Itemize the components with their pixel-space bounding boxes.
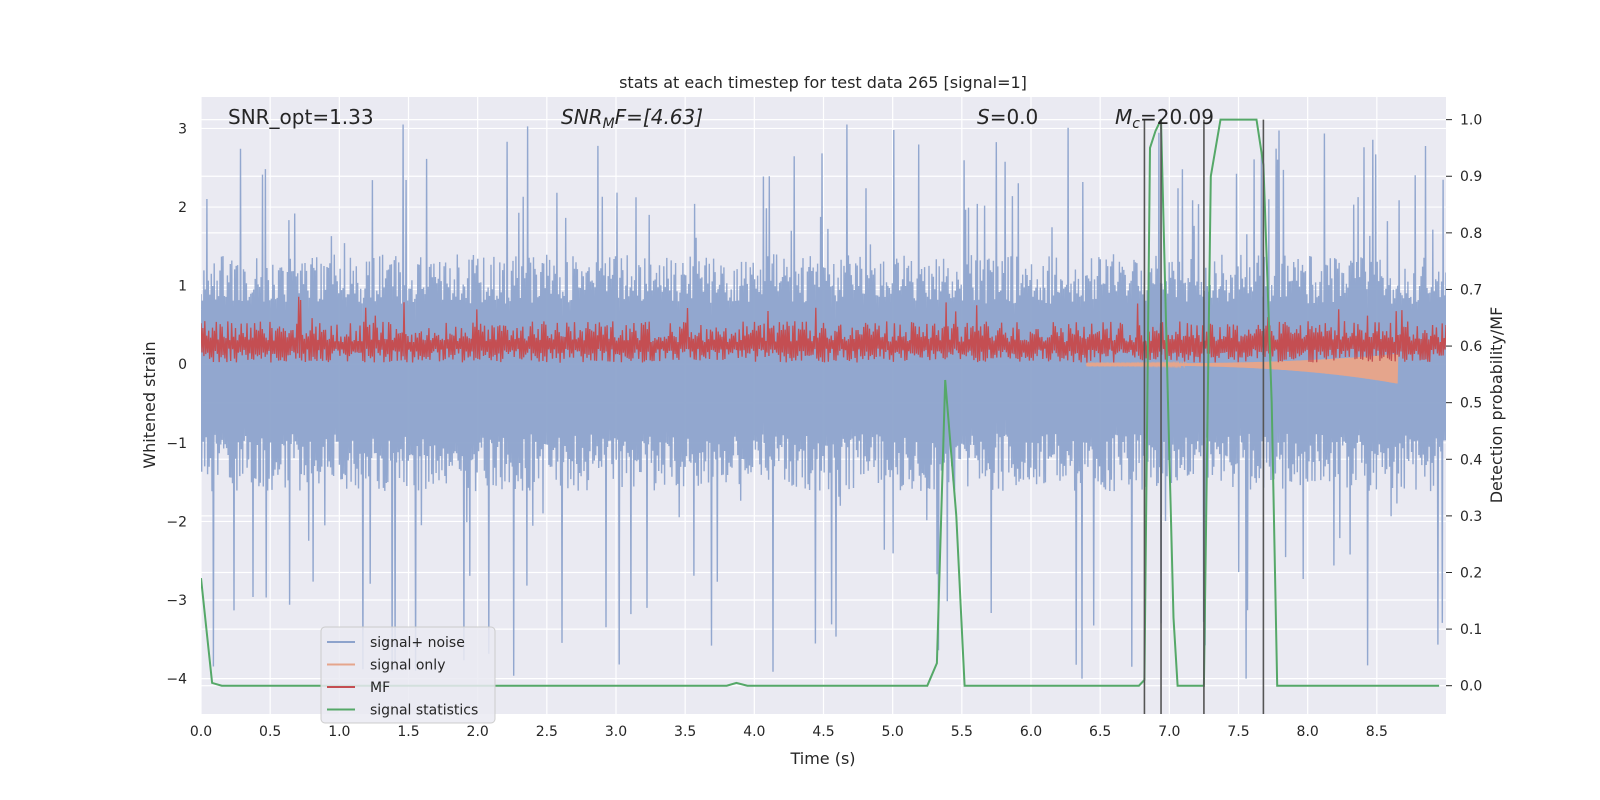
annotation-s: S=0.0 bbox=[977, 105, 1038, 129]
x-tick-label: 2.0 bbox=[467, 724, 489, 740]
y-right-tick-label: 0.6 bbox=[1460, 339, 1482, 355]
y-right-tick-label: 0.0 bbox=[1460, 679, 1482, 695]
x-tick-label: 1.0 bbox=[328, 724, 350, 740]
y-right-tick-label: 0.2 bbox=[1460, 565, 1482, 581]
y-right-tick-label: 1.0 bbox=[1460, 113, 1482, 129]
y-axis-right-label: Detection probability/MF bbox=[1487, 307, 1506, 504]
annotation-s-var: S bbox=[977, 105, 990, 129]
x-tick-label: 5.0 bbox=[882, 724, 904, 740]
annotation-snr-opt: SNR_opt=1.33 bbox=[228, 105, 374, 129]
y-tick-label: −2 bbox=[166, 514, 187, 530]
y-right-tick-label: 0.3 bbox=[1460, 509, 1482, 525]
y-right-tick-label: 0.1 bbox=[1460, 622, 1482, 638]
annotation-layer: SNR_opt=1.33 SNRMF=[4.63] S=0.0 Mc=20.09 bbox=[228, 105, 1214, 132]
series-signal-only-line bbox=[1085, 353, 1399, 384]
legend-label: signal statistics bbox=[370, 703, 478, 719]
y-tick-label: 2 bbox=[178, 200, 187, 216]
legend-label: signal only bbox=[370, 658, 445, 674]
x-tick-label: 2.5 bbox=[536, 724, 558, 740]
legend-label: MF bbox=[370, 680, 390, 696]
y-tick-label: 0 bbox=[178, 357, 187, 373]
series-signal-noise-line bbox=[201, 124, 1446, 679]
x-tick-label: 4.0 bbox=[743, 724, 765, 740]
x-tick-label: 1.5 bbox=[397, 724, 419, 740]
annotation-snr-mf-sub: M bbox=[603, 116, 615, 132]
x-tick-label: 0.0 bbox=[190, 724, 212, 740]
x-tick-label: 4.5 bbox=[812, 724, 834, 740]
x-tick-label: 6.5 bbox=[1089, 724, 1111, 740]
annotation-mc: Mc=20.09 bbox=[1115, 105, 1214, 132]
y-right-tick-label: 0.9 bbox=[1460, 169, 1482, 185]
annotation-mc-sub: c bbox=[1132, 116, 1140, 132]
y-axis-label: Whitened strain bbox=[140, 341, 159, 468]
vline-layer bbox=[1143, 119, 1265, 714]
y-tick-label: −3 bbox=[166, 593, 187, 609]
legend-box bbox=[320, 626, 496, 724]
x-tick-label: 7.0 bbox=[1158, 724, 1180, 740]
y-right-tick-label: 0.8 bbox=[1460, 226, 1482, 242]
x-tick-label: 3.0 bbox=[605, 724, 627, 740]
series-layer bbox=[201, 118, 1446, 687]
series-signal-statistics-line bbox=[201, 118, 1440, 687]
y-tick-label: 1 bbox=[178, 279, 187, 295]
y-tick-label: 3 bbox=[178, 121, 187, 137]
annotation-snr-mf-rest: F=[4.63] bbox=[615, 105, 703, 129]
x-tick-label: 6.0 bbox=[1020, 724, 1042, 740]
chart-title: stats at each timestep for test data 265… bbox=[619, 73, 1027, 92]
legend: signal+ noise signal only MF signal statist… bbox=[320, 626, 496, 724]
y-right-tick-label: 0.7 bbox=[1460, 282, 1482, 298]
y-tick-label: −4 bbox=[166, 672, 187, 688]
x-tick-label: 8.0 bbox=[1297, 724, 1319, 740]
x-tick-label: 7.5 bbox=[1227, 724, 1249, 740]
y-right-tick-label: 0.4 bbox=[1460, 452, 1482, 468]
x-tick-label: 0.5 bbox=[259, 724, 281, 740]
annotation-mc-rest: =20.09 bbox=[1140, 105, 1214, 129]
x-tick-label: 8.5 bbox=[1366, 724, 1388, 740]
series-mf-line bbox=[201, 296, 1446, 363]
annotation-s-rest: =0.0 bbox=[990, 105, 1039, 129]
tick-layer: 0.0 0.5 1.0 1.5 2.0 2.5 3.0 3.5 4.0 4.5 5.0 5.5 6.0 6… bbox=[166, 113, 1482, 740]
y-tick-label: −1 bbox=[166, 436, 187, 452]
x-tick-label: 3.5 bbox=[674, 724, 696, 740]
annotation-snr-mf-base: SNR bbox=[561, 105, 603, 129]
legend-label: signal+ noise bbox=[370, 635, 465, 651]
annotation-mc-base: M bbox=[1115, 105, 1132, 129]
y-right-tick-label: 0.5 bbox=[1460, 396, 1482, 412]
x-axis-label: Time (s) bbox=[789, 749, 855, 768]
x-tick-label: 5.5 bbox=[951, 724, 973, 740]
annotation-snr-mf: SNRMF=[4.63] bbox=[561, 105, 703, 132]
